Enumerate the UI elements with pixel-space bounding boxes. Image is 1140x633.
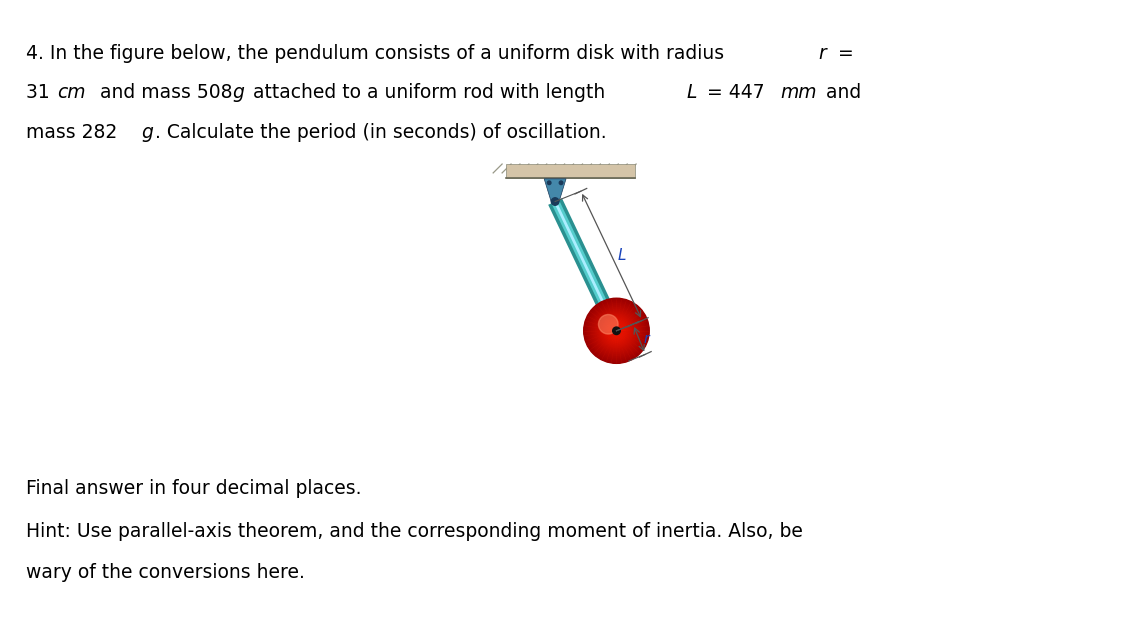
Circle shape <box>589 304 643 358</box>
Circle shape <box>612 327 620 335</box>
Circle shape <box>591 304 643 357</box>
Circle shape <box>600 315 633 347</box>
Circle shape <box>609 323 625 339</box>
Circle shape <box>613 328 619 334</box>
Circle shape <box>613 327 620 334</box>
Text: Final answer in four decimal places.: Final answer in four decimal places. <box>26 479 361 498</box>
Circle shape <box>606 321 626 341</box>
Circle shape <box>585 299 648 362</box>
Circle shape <box>589 303 644 358</box>
Circle shape <box>588 303 644 359</box>
Text: wary of the conversions here.: wary of the conversions here. <box>26 563 304 582</box>
Circle shape <box>614 329 618 333</box>
Text: and mass 508: and mass 508 <box>93 83 238 102</box>
Circle shape <box>616 330 617 332</box>
Text: L: L <box>686 83 698 102</box>
Circle shape <box>552 197 559 205</box>
Circle shape <box>597 311 636 350</box>
Text: attached to a uniform rod with length: attached to a uniform rod with length <box>247 83 612 102</box>
Circle shape <box>597 312 635 349</box>
Circle shape <box>598 313 634 348</box>
Text: r: r <box>819 44 826 63</box>
Circle shape <box>610 324 624 337</box>
Circle shape <box>611 325 622 337</box>
Circle shape <box>609 323 624 338</box>
Text: and: and <box>820 83 862 102</box>
Circle shape <box>595 310 638 353</box>
Circle shape <box>560 181 563 185</box>
Circle shape <box>584 298 649 363</box>
Circle shape <box>594 308 640 354</box>
Circle shape <box>602 316 630 345</box>
Circle shape <box>616 330 618 332</box>
Circle shape <box>586 301 646 361</box>
Circle shape <box>594 309 638 353</box>
Text: = 447: = 447 <box>701 83 771 102</box>
Circle shape <box>608 322 625 339</box>
Circle shape <box>596 311 637 351</box>
Text: Hint: Use parallel-axis theorem, and the corresponding moment of inertia. Also, : Hint: Use parallel-axis theorem, and the… <box>26 522 803 541</box>
Text: . Calculate the period (in seconds) of oscillation.: . Calculate the period (in seconds) of o… <box>155 123 606 142</box>
Text: mass 282: mass 282 <box>26 123 123 142</box>
Circle shape <box>603 317 630 344</box>
Circle shape <box>608 322 626 340</box>
Text: 31: 31 <box>26 83 56 102</box>
Circle shape <box>547 181 551 185</box>
Text: g: g <box>233 83 244 102</box>
Circle shape <box>604 318 629 343</box>
Circle shape <box>587 302 645 360</box>
Circle shape <box>606 320 627 341</box>
Circle shape <box>612 326 621 335</box>
Circle shape <box>602 316 632 346</box>
Circle shape <box>612 327 620 335</box>
Text: cm: cm <box>57 83 86 102</box>
Text: =: = <box>832 44 854 63</box>
Circle shape <box>604 319 628 342</box>
Text: r: r <box>643 332 649 346</box>
Circle shape <box>585 299 649 363</box>
Text: g: g <box>141 123 153 142</box>
Circle shape <box>593 308 640 354</box>
Circle shape <box>595 310 637 352</box>
Circle shape <box>592 307 641 355</box>
Circle shape <box>592 306 642 356</box>
Circle shape <box>601 315 633 346</box>
Circle shape <box>587 301 646 360</box>
Circle shape <box>598 315 618 334</box>
Text: 4. In the figure below, the pendulum consists of a uniform disk with radius: 4. In the figure below, the pendulum con… <box>26 44 730 63</box>
Circle shape <box>600 314 634 348</box>
Circle shape <box>591 305 642 356</box>
Text: mm: mm <box>781 83 817 102</box>
Bar <box>506 164 635 178</box>
Circle shape <box>598 313 635 349</box>
Text: L: L <box>618 248 626 263</box>
Circle shape <box>586 300 648 361</box>
Circle shape <box>611 325 621 336</box>
Circle shape <box>605 320 628 342</box>
Polygon shape <box>544 179 567 201</box>
Circle shape <box>603 318 629 344</box>
